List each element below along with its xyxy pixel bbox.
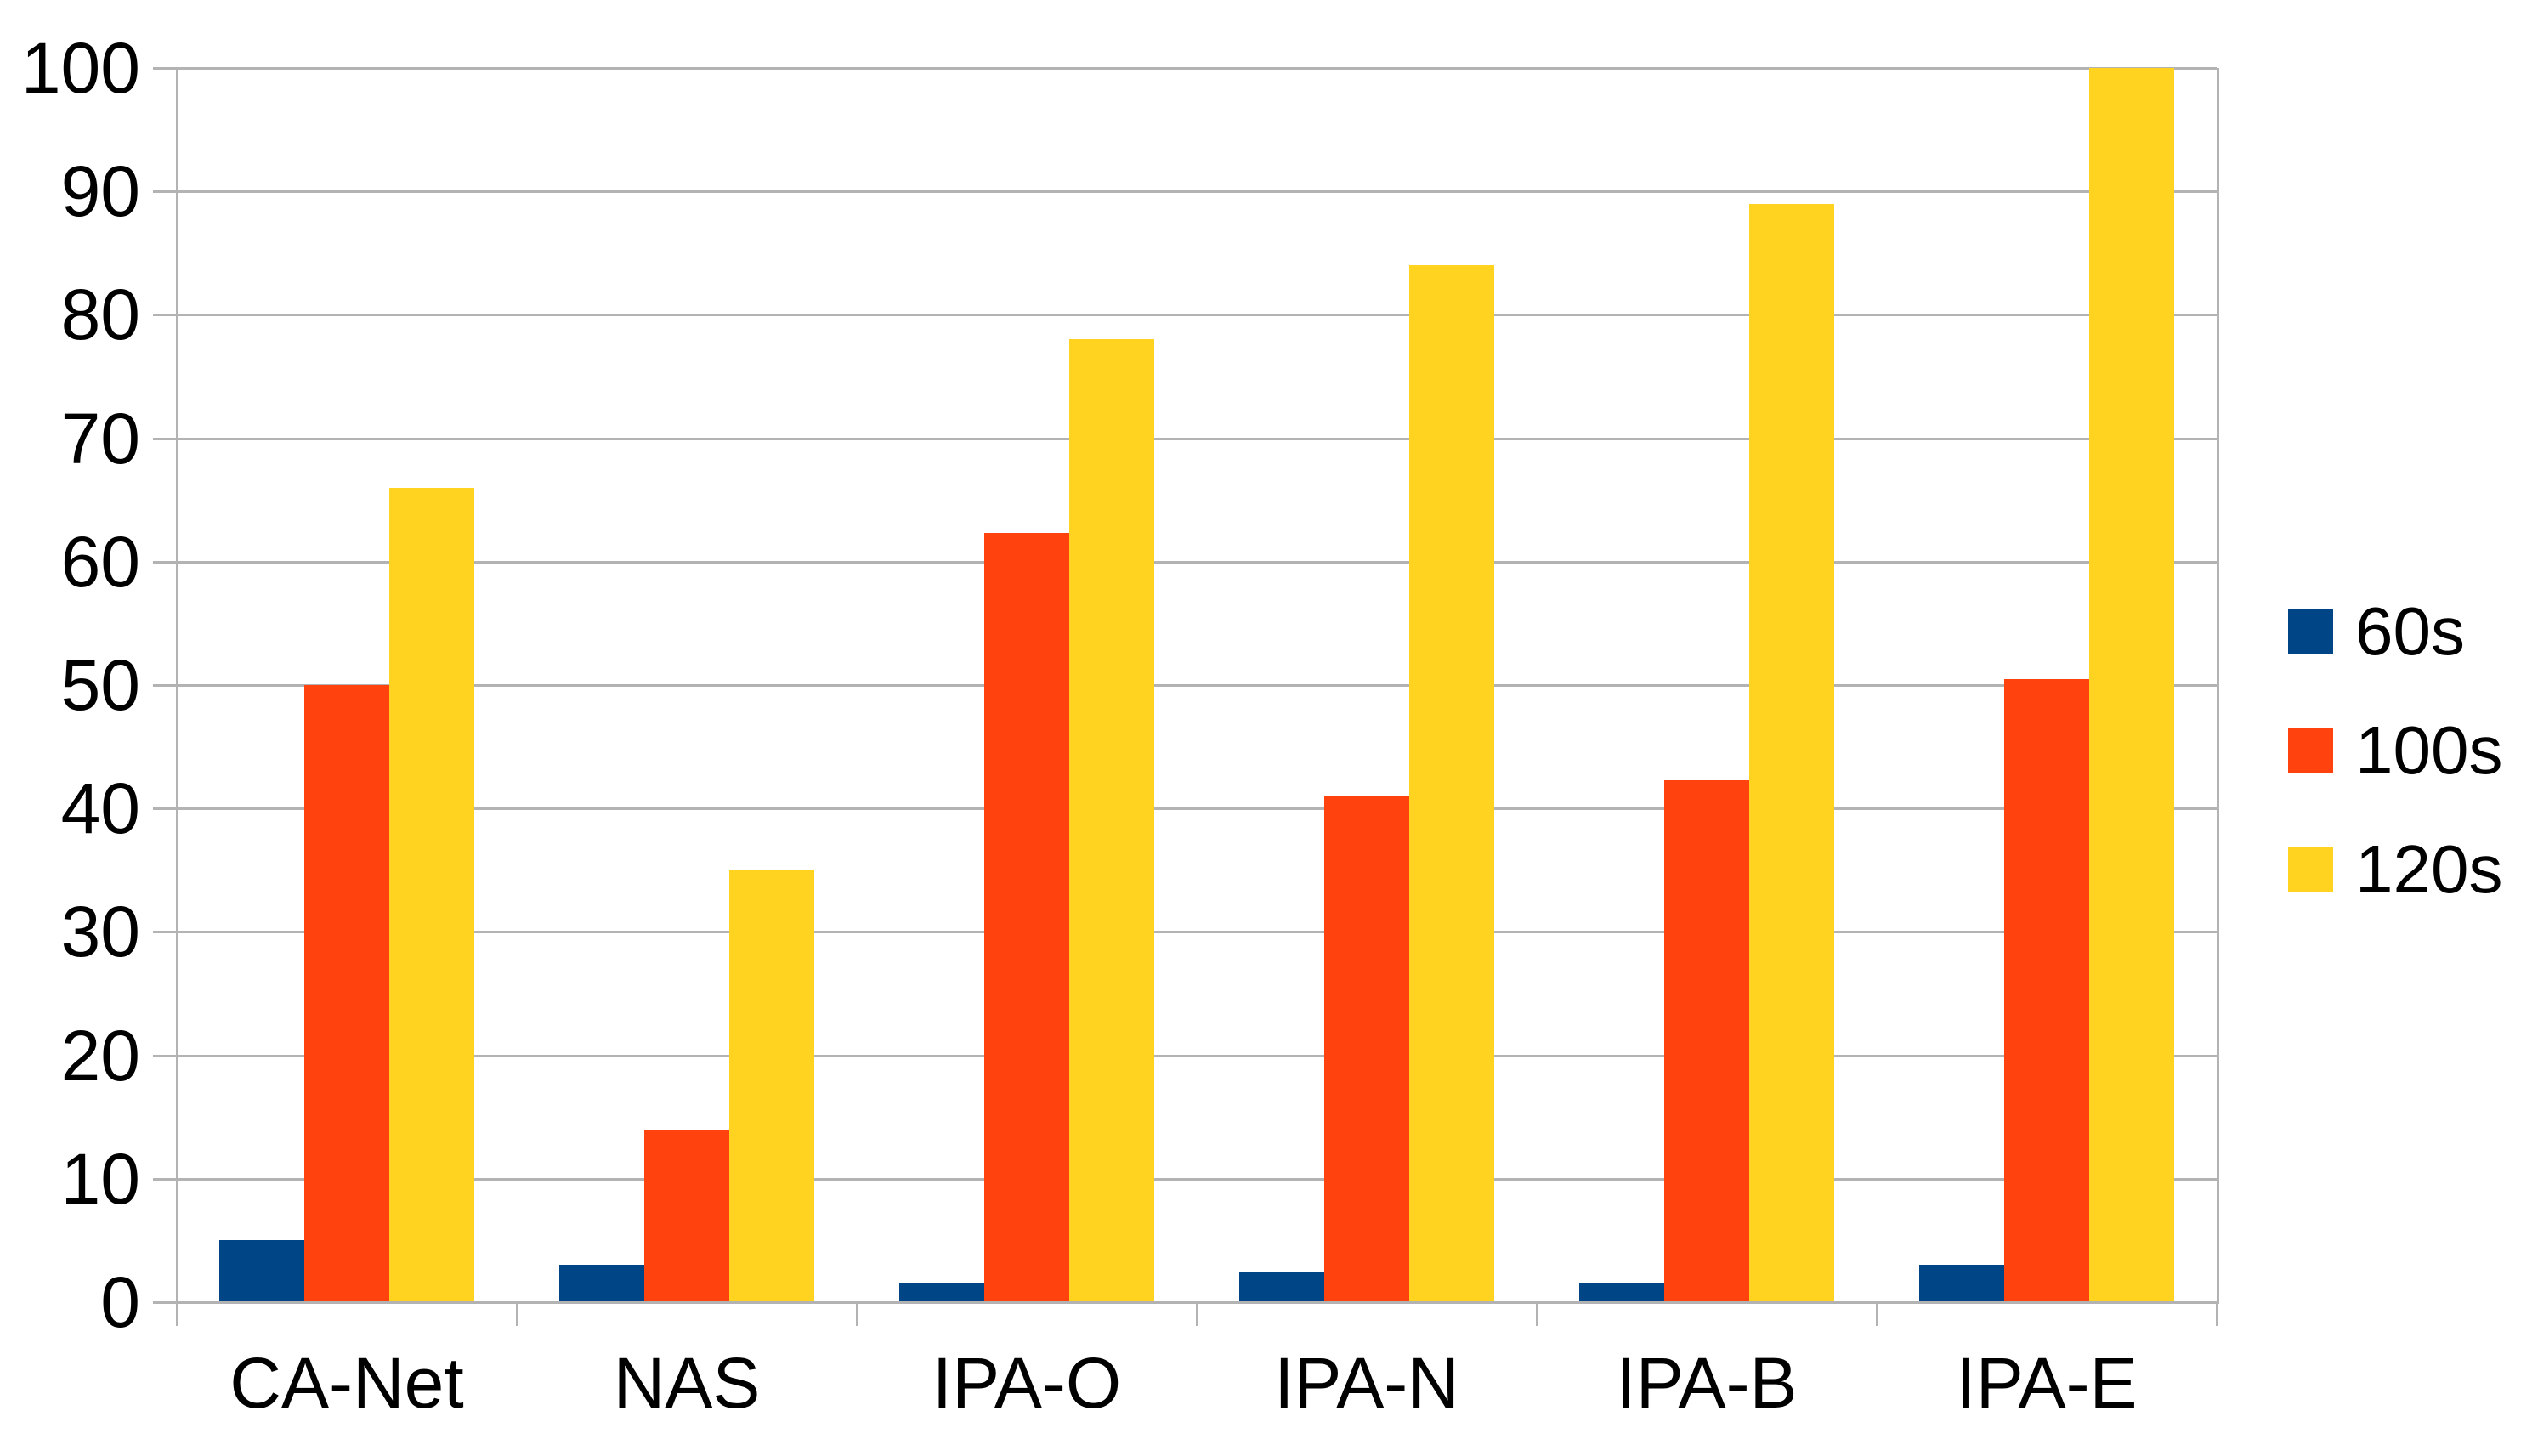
y-tick-label-70: 70 [60, 398, 140, 479]
gridline-50 [177, 684, 2217, 687]
bar-120s-IPA-O [1069, 339, 1154, 1304]
x-tick-1 [516, 1302, 518, 1326]
plot-right-border-line [2217, 68, 2219, 1302]
bar-100s-CA-Net [304, 685, 389, 1304]
bar-60s-CA-Net [219, 1240, 304, 1304]
gridline-30 [177, 931, 2217, 934]
y-tick-label-100: 100 [20, 28, 140, 108]
x-category-label-IPA-O: IPA-O [932, 1343, 1122, 1423]
bar-120s-NAS [729, 870, 814, 1304]
bar-60s-IPA-E [1919, 1265, 2004, 1304]
gridline-60 [177, 560, 2217, 564]
y-tick-60 [153, 560, 177, 564]
x-tick-2 [856, 1302, 858, 1326]
y-tick-label-50: 50 [60, 645, 140, 725]
bar-100s-IPA-E [2004, 678, 2089, 1304]
x-tick-6 [2216, 1302, 2218, 1326]
x-category-label-CA-Net: CA-Net [229, 1343, 464, 1423]
legend-swatch-60s [2288, 609, 2333, 654]
y-tick-label-10: 10 [60, 1138, 140, 1219]
legend-swatch-120s [2288, 847, 2333, 892]
legend-label-120s: 120s [2355, 831, 2503, 907]
bar-100s-NAS [644, 1129, 729, 1304]
bar-120s-CA-Net [389, 487, 474, 1304]
y-tick-80 [153, 314, 177, 317]
legend-swatch-100s [2288, 728, 2333, 773]
y-tick-50 [153, 684, 177, 687]
legend-item-100s: 100s [2288, 717, 2502, 785]
y-tick-label-30: 30 [60, 892, 140, 972]
bar-60s-IPA-B [1579, 1283, 1664, 1304]
plot-area [177, 67, 2217, 1304]
y-tick-70 [153, 437, 177, 440]
gridline-40 [177, 807, 2217, 811]
legend-item-60s: 60s [2288, 598, 2502, 666]
y-tick-30 [153, 931, 177, 934]
y-tick-10 [153, 1177, 177, 1181]
x-category-label-IPA-B: IPA-B [1616, 1343, 1798, 1423]
y-tick-label-80: 80 [60, 275, 140, 355]
legend: 60s 100s 120s [2288, 598, 2502, 904]
y-tick-label-0: 0 [100, 1262, 140, 1342]
y-tick-100 [153, 67, 177, 70]
x-tick-5 [1876, 1302, 1878, 1326]
x-category-label-NAS: NAS [613, 1343, 761, 1423]
y-tick-90 [153, 190, 177, 194]
y-tick-label-40: 40 [60, 768, 140, 849]
x-tick-3 [1196, 1302, 1198, 1326]
legend-item-120s: 120s [2288, 836, 2502, 904]
y-axis-line [176, 68, 178, 1326]
y-tick-label-60: 60 [60, 521, 140, 602]
gridline-20 [177, 1054, 2217, 1057]
x-category-label-IPA-E: IPA-E [1956, 1343, 2138, 1423]
y-tick-label-20: 20 [60, 1015, 140, 1096]
bar-100s-IPA-O [984, 533, 1069, 1304]
legend-label-100s: 100s [2355, 712, 2503, 788]
bar-60s-IPA-O [899, 1283, 984, 1304]
bar-120s-IPA-N [1409, 265, 1494, 1304]
bar-100s-IPA-B [1664, 779, 1749, 1304]
x-tick-0 [176, 1302, 178, 1326]
gridline-70 [177, 437, 2217, 440]
gridline-80 [177, 314, 2217, 317]
x-category-label-IPA-N: IPA-N [1274, 1343, 1459, 1423]
gridline-90 [177, 190, 2217, 194]
y-tick-20 [153, 1054, 177, 1057]
legend-label-60s: 60s [2355, 593, 2465, 669]
gridline-10 [177, 1177, 2217, 1181]
y-tick-40 [153, 807, 177, 811]
bar-60s-IPA-N [1239, 1272, 1324, 1304]
bar-120s-IPA-E [2089, 68, 2174, 1304]
bar-60s-NAS [559, 1265, 644, 1304]
y-tick-0 [153, 1301, 177, 1304]
bar-120s-IPA-B [1749, 203, 1834, 1304]
bar-100s-IPA-N [1324, 796, 1409, 1304]
x-tick-4 [1536, 1302, 1538, 1326]
gridline-100 [177, 67, 2217, 70]
y-tick-label-90: 90 [60, 151, 140, 232]
